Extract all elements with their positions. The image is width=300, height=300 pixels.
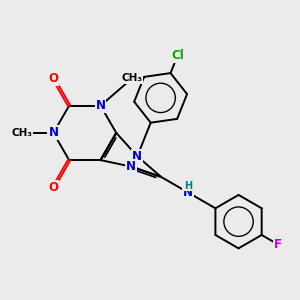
Text: N: N <box>183 186 193 199</box>
Text: O: O <box>48 181 59 194</box>
Text: Cl: Cl <box>171 49 184 62</box>
Text: N: N <box>132 150 142 163</box>
Text: H: H <box>184 181 192 191</box>
Text: CH₃: CH₃ <box>11 128 32 138</box>
Text: F: F <box>274 238 282 251</box>
Text: N: N <box>48 126 59 140</box>
Text: CH₃: CH₃ <box>122 74 142 83</box>
Text: O: O <box>48 72 59 85</box>
Text: N: N <box>126 160 136 173</box>
Text: N: N <box>95 99 106 112</box>
